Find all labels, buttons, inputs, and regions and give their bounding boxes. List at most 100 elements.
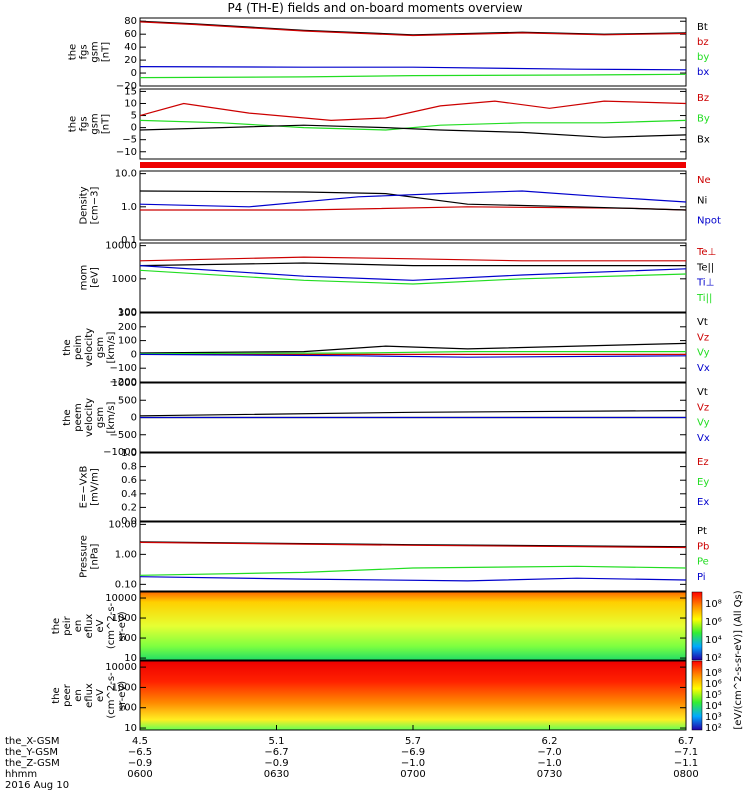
- ytick-label: 0: [131, 413, 137, 424]
- ylabel-p3: [cm−3]: [90, 187, 101, 225]
- legend-entry-Vy: Vy: [697, 348, 710, 359]
- separator-bar: [140, 162, 686, 168]
- ytick-label: 100: [118, 633, 137, 644]
- ytick-label: −20: [116, 81, 137, 92]
- colorbar-s1: [691, 591, 703, 661]
- ytick-label: −500: [110, 430, 137, 441]
- ylabel-s2: the: [51, 687, 62, 703]
- legend-entry-Vy: Vy: [697, 418, 710, 429]
- ylabel-s1: the: [51, 618, 62, 634]
- ylabel-p1: the: [68, 44, 79, 60]
- xaxis-value: 0600: [127, 769, 152, 780]
- legend-entry-Ey: Ey: [697, 477, 709, 488]
- ylabel-p5: the: [62, 339, 73, 355]
- legend-entry-Pi: Pi: [697, 572, 706, 583]
- legend-entry-Vx: Vx: [697, 433, 710, 444]
- ytick-label: 0: [131, 123, 137, 134]
- colorbar-tick: 10⁸: [705, 668, 722, 679]
- ylabel-p7: E=−VxB: [79, 466, 90, 509]
- panel-p7: 1.0 0.8 0.6 0.4 0.2 0.0 E=−VxB [mV/m] Ez Ey Ex: [79, 448, 710, 527]
- series-line-Vx: [139, 353, 687, 358]
- ytick-label: 10000: [105, 593, 137, 604]
- ytick-label: 10.0: [115, 169, 137, 180]
- ylabel-p2: gsm: [90, 113, 101, 134]
- ytick-label: 80: [124, 16, 137, 27]
- legend-entry-by: by: [697, 52, 709, 63]
- ylabel-p3: Density: [79, 186, 90, 224]
- xaxis-value: −0.9: [128, 758, 152, 769]
- series-line-By: [139, 119, 687, 131]
- ylabel-s2: peer: [62, 683, 73, 707]
- ylabel-p4: [eV]: [90, 267, 101, 288]
- panel-frame-s1: [139, 591, 687, 661]
- series-line-Te||: [139, 262, 686, 267]
- panel-s1: 10000 1000 100 10 the peir en eflux eV (cm^2-s-sr…: [51, 591, 687, 664]
- ylabel-p5: peim: [73, 335, 84, 360]
- legend-entry-Ex: Ex: [697, 497, 709, 508]
- ytick-label: 10000: [105, 241, 137, 252]
- ytick-label: 500: [118, 395, 137, 406]
- panel-frame-p1: [139, 17, 687, 87]
- colorbar-tick: 10²: [705, 723, 722, 734]
- series-line-bz: [139, 21, 687, 37]
- legend-entry-bx: bx: [697, 67, 709, 78]
- xaxis-value: −1.0: [537, 758, 561, 769]
- panel-p4: 10000 1000 100 mom [eV] Te⊥ Te|| Ti⊥ Ti||: [79, 241, 717, 318]
- panel-p6: 1000 500 0 −500 −1000 the peem velocity gsm [km/s…: [62, 378, 710, 458]
- panel-p3: 10.0 1.0 0.1 Density [cm−3] Ne Ni Npot: [79, 169, 721, 246]
- ytick-label: 1.00: [115, 549, 137, 560]
- series-line-Vt: [139, 410, 687, 417]
- series-line-Vy: [139, 351, 686, 355]
- legend-entry-Ne: Ne: [697, 175, 711, 186]
- legend-entry-Vt: Vt: [697, 387, 708, 398]
- legend-entry-Ni: Ni: [697, 195, 707, 206]
- ytick-label: 40: [124, 42, 137, 53]
- xaxis-value: −6.9: [401, 747, 425, 758]
- colorbar-tick: 10⁶: [705, 617, 722, 628]
- legend-entry-Pe: Pe: [697, 557, 709, 568]
- legend-entry-Npot: Npot: [697, 216, 721, 227]
- series-line-Bz: [139, 100, 687, 122]
- colorbar-tick: 10³: [705, 712, 722, 723]
- legend-entry-Ez: Ez: [697, 457, 709, 468]
- ylabel-p8: [nPa]: [90, 543, 101, 569]
- series-line-by: [139, 73, 687, 79]
- ylabel-p2: [nT]: [101, 114, 112, 134]
- ytick-label: 0.2: [121, 502, 137, 513]
- series-line-Pt: [139, 541, 687, 548]
- legend-entry-Pb: Pb: [697, 541, 709, 552]
- ytick-label: 0.8: [121, 462, 137, 473]
- ylabel-s1: sr-eV): [117, 611, 128, 640]
- series-line-Ni: [139, 190, 687, 211]
- ylabel-p5: velocity: [84, 328, 95, 367]
- xaxis-value: 6.7: [678, 736, 694, 747]
- ylabel-p5: gsm: [95, 337, 106, 358]
- colorbar-tick: 10²: [705, 653, 722, 664]
- xaxis-value: 0700: [400, 769, 425, 780]
- xaxis-value: 0630: [264, 769, 289, 780]
- legend-entry-Bz: Bz: [697, 93, 709, 104]
- ytick-label: −10: [116, 147, 137, 158]
- xaxis-row-label: hhmm: [5, 769, 37, 780]
- legend-entry-Te||: Te||: [696, 262, 714, 273]
- ylabel-p7: [mV/m]: [90, 468, 101, 506]
- ylabel-p1: fgs: [79, 44, 90, 59]
- xaxis-row-label: the_Y-GSM: [5, 747, 58, 758]
- ylabel-s1: eflux: [84, 614, 95, 639]
- ytick-label: 0: [131, 68, 137, 79]
- series-line-Ti||: [139, 269, 687, 285]
- ytick-label: 10.00: [108, 519, 137, 530]
- ylabel-p4: mom: [79, 265, 90, 291]
- series-line-Vt: [139, 342, 687, 354]
- ylabel-p2: fgs: [79, 116, 90, 131]
- series-line-Bt: [139, 20, 687, 36]
- ytick-label: 1000: [112, 378, 137, 389]
- ytick-label: −100: [110, 363, 137, 374]
- ytick-label: 20: [124, 55, 137, 66]
- ylabel-s2: eV: [95, 689, 106, 702]
- ytick-label: −5: [122, 135, 137, 146]
- xaxis-value: 0730: [537, 769, 562, 780]
- ylabel-p6: peem: [73, 403, 84, 431]
- ytick-label: 0.10: [115, 579, 137, 590]
